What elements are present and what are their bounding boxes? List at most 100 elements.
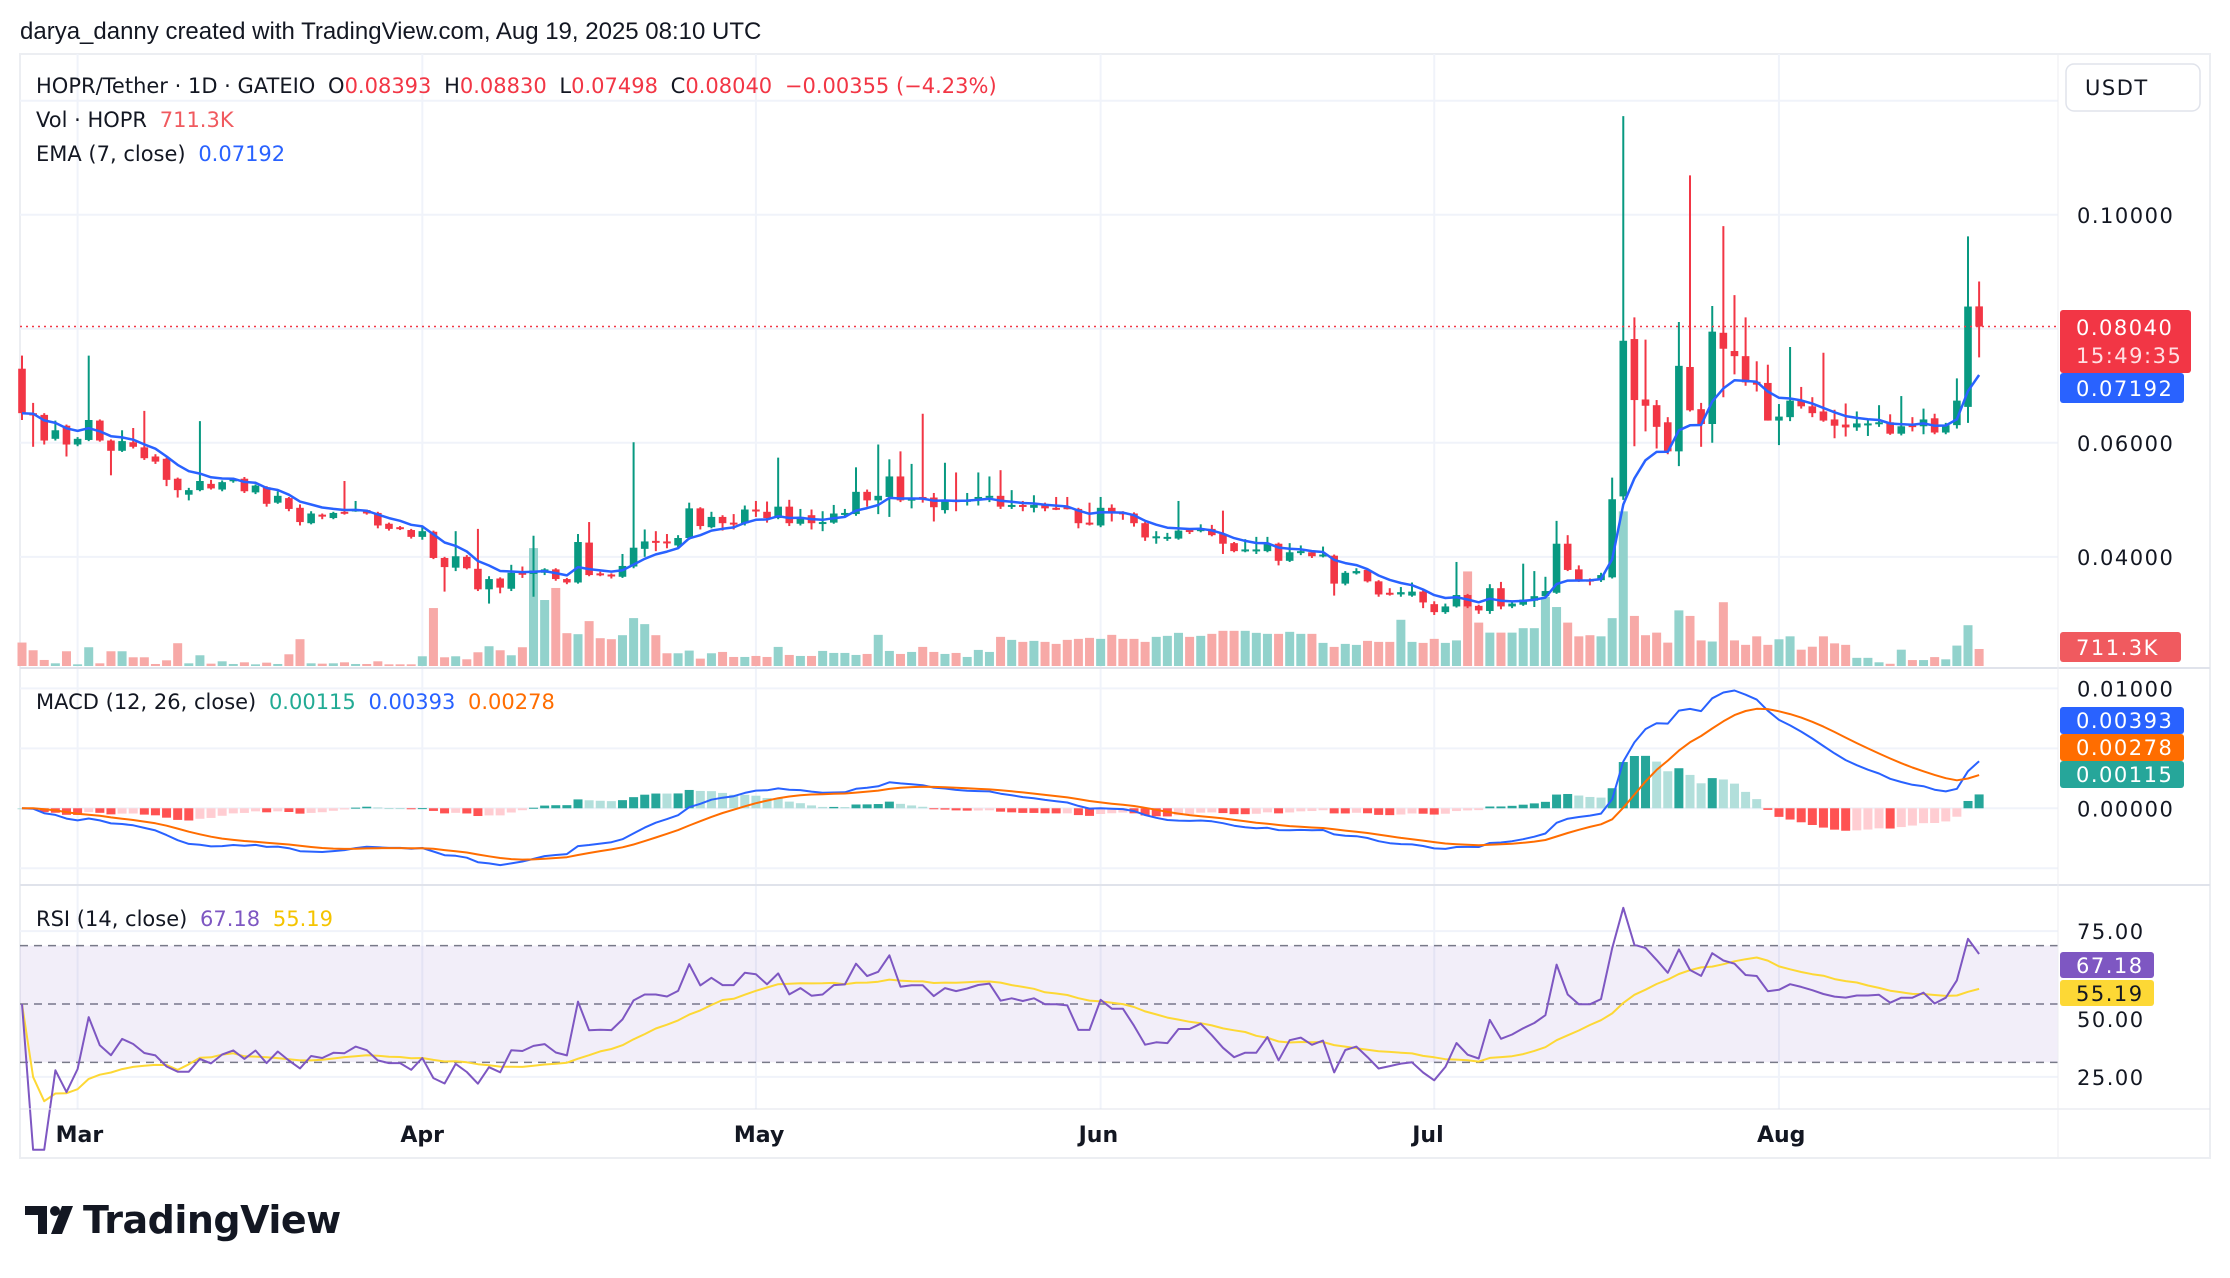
macd-histogram-bar bbox=[529, 807, 539, 809]
candle-body bbox=[1608, 499, 1616, 578]
volume-value: 711.3K bbox=[160, 108, 235, 132]
candle-body bbox=[463, 556, 471, 569]
macd-histogram-bar bbox=[1151, 808, 1161, 817]
volume-bar bbox=[1173, 632, 1183, 666]
candle-body bbox=[396, 527, 404, 530]
volume-bar bbox=[929, 651, 939, 666]
macd-histogram-bar bbox=[751, 795, 761, 809]
volume-bar bbox=[873, 634, 883, 666]
macd-histogram-bar bbox=[150, 808, 160, 816]
symbol-legend[interactable]: HOPR/Tether · 1D · GATEIO O0.08393 H0.08… bbox=[36, 74, 997, 98]
candle bbox=[1575, 565, 1583, 582]
candle bbox=[1975, 281, 1983, 358]
volume-bar bbox=[17, 642, 27, 666]
candle-body bbox=[1797, 400, 1805, 407]
macd-histogram-bar bbox=[1919, 808, 1929, 824]
candle-body bbox=[451, 556, 460, 568]
candle-body bbox=[1541, 591, 1550, 597]
candle bbox=[1552, 520, 1561, 594]
candle-body bbox=[1074, 508, 1083, 524]
macd-histogram-bar bbox=[1674, 768, 1684, 809]
candle-body bbox=[1107, 507, 1116, 513]
macd-histogram-bar bbox=[973, 808, 983, 811]
macd-histogram-bar bbox=[462, 808, 472, 814]
tradingview-logo[interactable]: TradingView bbox=[25, 1198, 341, 1242]
volume-bar bbox=[484, 646, 494, 666]
macd-signal-value: 0.00278 bbox=[468, 690, 555, 714]
macd-histogram-bar bbox=[1941, 808, 1951, 822]
volume-bar bbox=[1496, 632, 1506, 666]
macd-histogram-bar bbox=[1796, 808, 1806, 823]
volume-bar bbox=[1963, 625, 1973, 666]
candle-body bbox=[1630, 339, 1639, 401]
volume-bar bbox=[50, 663, 60, 666]
candle bbox=[818, 511, 827, 532]
candle bbox=[307, 511, 315, 525]
candle bbox=[896, 451, 905, 503]
rsi-ma-line bbox=[21, 956, 1980, 1103]
macd-histogram-bar bbox=[1874, 808, 1884, 829]
volume-bar bbox=[1340, 643, 1350, 666]
candle-body bbox=[1875, 422, 1883, 425]
candle-body bbox=[1808, 406, 1817, 414]
macd-histogram-bar bbox=[195, 808, 205, 819]
candle-body bbox=[1019, 504, 1027, 507]
volume-bar bbox=[1162, 635, 1172, 666]
candle-body bbox=[652, 540, 660, 543]
macd-histogram-bar bbox=[851, 804, 861, 809]
macd-histogram-bar bbox=[1407, 808, 1417, 814]
currency-button[interactable]: USDT bbox=[2065, 63, 2201, 112]
candle-body bbox=[173, 478, 182, 491]
volume-bar bbox=[951, 652, 961, 666]
volume-bar bbox=[1796, 649, 1806, 666]
macd-histogram-bar bbox=[1296, 808, 1306, 812]
volume-bar bbox=[84, 647, 94, 666]
candle bbox=[563, 577, 571, 585]
macd-legend[interactable]: MACD (12, 26, close) 0.00115 0.00393 0.0… bbox=[36, 690, 555, 714]
volume-bar bbox=[150, 663, 160, 666]
rsi-legend[interactable]: RSI (14, close) 67.18 55.19 bbox=[36, 907, 333, 931]
candle bbox=[318, 513, 327, 520]
candle-body bbox=[140, 447, 149, 459]
candle bbox=[1741, 317, 1750, 386]
volume-bar bbox=[1763, 644, 1773, 666]
candle-body bbox=[818, 522, 827, 525]
volume-legend[interactable]: Vol · HOPR 711.3K bbox=[36, 108, 235, 132]
candle-body bbox=[307, 513, 315, 524]
candle-body bbox=[285, 498, 293, 509]
volume-bar bbox=[706, 653, 716, 666]
macd-histogram-bar bbox=[918, 806, 928, 809]
volume-bar bbox=[517, 647, 527, 666]
candle-body bbox=[685, 508, 693, 539]
volume-bar bbox=[907, 651, 917, 666]
high-value: 0.08830 bbox=[460, 74, 547, 98]
currency-label[interactable]: USDT bbox=[2085, 76, 2149, 100]
macd-histogram-bar bbox=[673, 793, 683, 809]
ema-legend[interactable]: EMA (7, close) 0.07192 bbox=[36, 142, 285, 166]
candle bbox=[296, 504, 304, 526]
candle-body bbox=[1052, 507, 1060, 510]
candle bbox=[707, 511, 716, 529]
macd-histogram-bar bbox=[984, 808, 994, 811]
macd-histogram-bar bbox=[818, 806, 828, 809]
volume-bar bbox=[1407, 641, 1417, 666]
volume-bar bbox=[1007, 639, 1017, 666]
macd-histogram-bar bbox=[1396, 808, 1406, 815]
volume-bar bbox=[1140, 641, 1150, 666]
volume-bar bbox=[1641, 635, 1651, 666]
candle bbox=[1853, 411, 1861, 431]
currency-button-bg[interactable] bbox=[2065, 63, 2201, 112]
candle bbox=[1786, 347, 1794, 422]
macd-histogram-bar bbox=[1540, 801, 1550, 809]
macd-histogram-bar bbox=[1618, 762, 1628, 809]
candle bbox=[1330, 554, 1338, 596]
macd-histogram-bar bbox=[1885, 808, 1895, 829]
volume-bar bbox=[351, 663, 361, 666]
candle bbox=[1797, 386, 1805, 409]
candle bbox=[62, 424, 71, 457]
macd-histogram-bar bbox=[1218, 808, 1228, 814]
candle-body bbox=[607, 574, 616, 577]
candle bbox=[1007, 490, 1016, 509]
volume-bar bbox=[1218, 630, 1228, 666]
